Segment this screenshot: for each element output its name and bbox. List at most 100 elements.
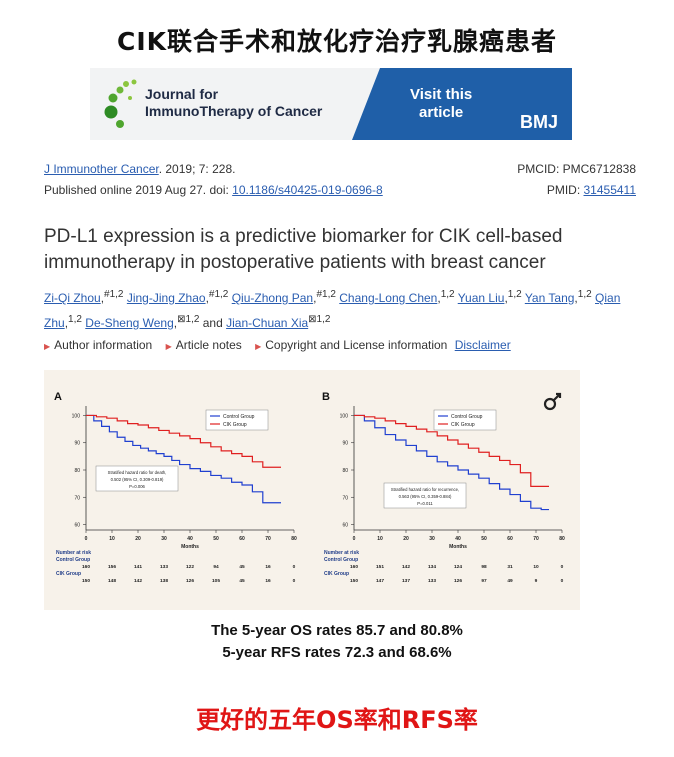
- author-link[interactable]: Jing-Jing Zhao: [126, 291, 206, 305]
- y-tick-label: 70: [342, 495, 348, 501]
- article-notes-link[interactable]: ▶ Article notes: [166, 338, 242, 352]
- y-tick-label: 90: [342, 441, 348, 447]
- visit-line1: Visit this: [410, 86, 473, 103]
- risk-row-label: Control Group: [324, 557, 358, 563]
- risk-value: 134: [428, 564, 436, 570]
- legend-box: [205, 409, 269, 431]
- x-tick-label: 10: [377, 536, 383, 542]
- x-tick-label: 10: [109, 536, 115, 542]
- journal-logo-icon: [104, 79, 137, 128]
- risk-value: 126: [454, 578, 462, 584]
- risk-row-label: CIK Group: [56, 571, 81, 577]
- author-list: Zi-Qi Zhou,#1,2 Jing-Jing Zhao,#1,2 Qiu-…: [44, 284, 654, 334]
- journal-volume: . 2019; 7: 228.: [158, 162, 236, 176]
- visit-panel[interactable]: [352, 68, 572, 140]
- author-link[interactable]: De-Sheng Weng: [85, 316, 174, 330]
- author-affiliation: #1,2: [316, 289, 336, 300]
- series-line: [354, 414, 549, 511]
- x-tick-label: 50: [481, 536, 487, 542]
- author-affiliation: 1,2: [68, 314, 82, 325]
- risk-value: 133: [428, 578, 436, 584]
- x-tick-label: 80: [559, 536, 565, 542]
- author-link[interactable]: Zi-Qi Zhou: [44, 291, 101, 305]
- panel-b: B 60 70 80 90 100 0 10 20 30 40 50 60 70 80 Months Contr…: [312, 370, 580, 610]
- y-tick-label: 80: [342, 468, 348, 474]
- series-line: [354, 414, 549, 487]
- author-separator: ,: [100, 291, 105, 305]
- x-tick-label: 0: [85, 536, 88, 542]
- article-title: PD-L1 expression is a predictive biomark…: [44, 226, 563, 273]
- risk-value: 0: [561, 578, 564, 584]
- annotation-text: Stratified hazard ratio for death,: [108, 470, 167, 475]
- author-information-link[interactable]: ▶ Author information: [44, 338, 152, 352]
- x-tick-label: 40: [455, 536, 461, 542]
- risk-value: 10: [533, 564, 539, 570]
- panel-label: B: [322, 391, 330, 403]
- journal-link[interactable]: J Immunother Cancer: [44, 162, 159, 176]
- annotation-text: P=0.006: [129, 484, 145, 489]
- author-separator: ,: [173, 316, 178, 330]
- doi-link[interactable]: 10.1186/s40425-019-0696-8: [232, 183, 383, 197]
- author-link[interactable]: Yan Tang: [524, 291, 575, 305]
- series-line: [86, 414, 281, 468]
- journal-banner[interactable]: Journal for ImmunoTherapy of Cancer Visi…: [90, 68, 572, 140]
- author-separator: ,: [313, 291, 317, 305]
- risk-value: 142: [402, 564, 410, 570]
- risk-value: 122: [186, 564, 194, 570]
- pmid-link[interactable]: 31455411: [583, 183, 637, 197]
- risk-value: 94: [213, 564, 219, 570]
- annotation-text: 0.502 (95% CI, 0.309-0.819): [111, 477, 164, 482]
- page-title: CIK联合手术和放化疗治疗乳腺癌患者: [116, 27, 558, 56]
- author-separator: ,: [504, 291, 508, 305]
- risk-row-label: Control Group: [56, 557, 90, 563]
- legend-label: Control Group: [223, 414, 255, 420]
- risk-value: 45: [239, 578, 245, 584]
- x-axis-label: Months: [449, 544, 467, 550]
- y-tick-label: 80: [74, 468, 80, 474]
- risk-value: 0: [561, 564, 564, 570]
- risk-value: 49: [507, 578, 513, 584]
- survival-figure: A 60 70 80 90 100 0 10 20 30 40 50 60 70 80 Months Contr…: [44, 370, 580, 610]
- risk-value: 31: [507, 564, 513, 570]
- x-tick-label: 30: [429, 536, 435, 542]
- risk-table-title: Number at risk: [56, 550, 91, 556]
- legend-label: Control Group: [451, 414, 483, 420]
- caption-os: The 5-year OS rates 85.7 and 80.8%: [211, 622, 463, 639]
- author-separator: ,: [437, 291, 441, 305]
- risk-value: 148: [108, 578, 116, 584]
- copyright-label: Copyright and License information: [265, 338, 448, 352]
- journal-name-line1: Journal for: [145, 86, 219, 102]
- pmcid: PMCID: PMC6712838: [517, 162, 636, 176]
- annotation-box: [383, 482, 467, 509]
- published-line: Published online 2019 Aug 27. doi: 10.11…: [44, 183, 636, 197]
- risk-value: 133: [160, 564, 168, 570]
- author-affiliation: ⊠1,2: [308, 314, 331, 325]
- author-link[interactable]: Chang-Long Chen: [339, 291, 438, 305]
- risk-value: 147: [376, 578, 384, 584]
- author-link[interactable]: Qian Zhu: [44, 291, 621, 330]
- risk-value: 45: [239, 564, 245, 570]
- x-tick-label: 70: [533, 536, 539, 542]
- y-tick-label: 70: [74, 495, 80, 501]
- annotation-text: 0.563 (95% CI, 0.359-0.884): [399, 494, 452, 499]
- x-tick-label: 60: [239, 536, 245, 542]
- x-tick-label: 80: [291, 536, 297, 542]
- x-tick-label: 40: [187, 536, 193, 542]
- male-symbol-arrow: [553, 392, 562, 401]
- copyright-link[interactable]: ▶ Copyright and License information: [255, 338, 447, 352]
- author-separator: ,: [205, 291, 209, 305]
- publisher-logo: BMJ: [520, 112, 559, 132]
- legend-label: CIK Group: [451, 422, 475, 428]
- survival-chart-a: A 60 70 80 90 100 0 10 20 30 40 50 60 70 80 Months Contr…: [54, 391, 297, 584]
- author-affiliation: 1,2: [577, 289, 592, 300]
- visit-article-button[interactable]: Visit this article: [410, 86, 472, 122]
- disclaimer-link[interactable]: Disclaimer: [454, 338, 511, 352]
- author-link[interactable]: Jian-Chuan Xia: [226, 316, 309, 330]
- author-link[interactable]: Qiu-Zhong Pan: [231, 291, 314, 305]
- risk-value: 105: [212, 578, 220, 584]
- x-tick-label: 20: [135, 536, 141, 542]
- journal-name: Journal for ImmunoTherapy of Cancer: [145, 86, 322, 120]
- risk-value: 97: [481, 578, 487, 584]
- author-link[interactable]: Yuan Liu: [457, 291, 505, 305]
- panel-a: A 60 70 80 90 100 0 10 20 30 40 50 60 70 80 Months Contr…: [44, 370, 312, 610]
